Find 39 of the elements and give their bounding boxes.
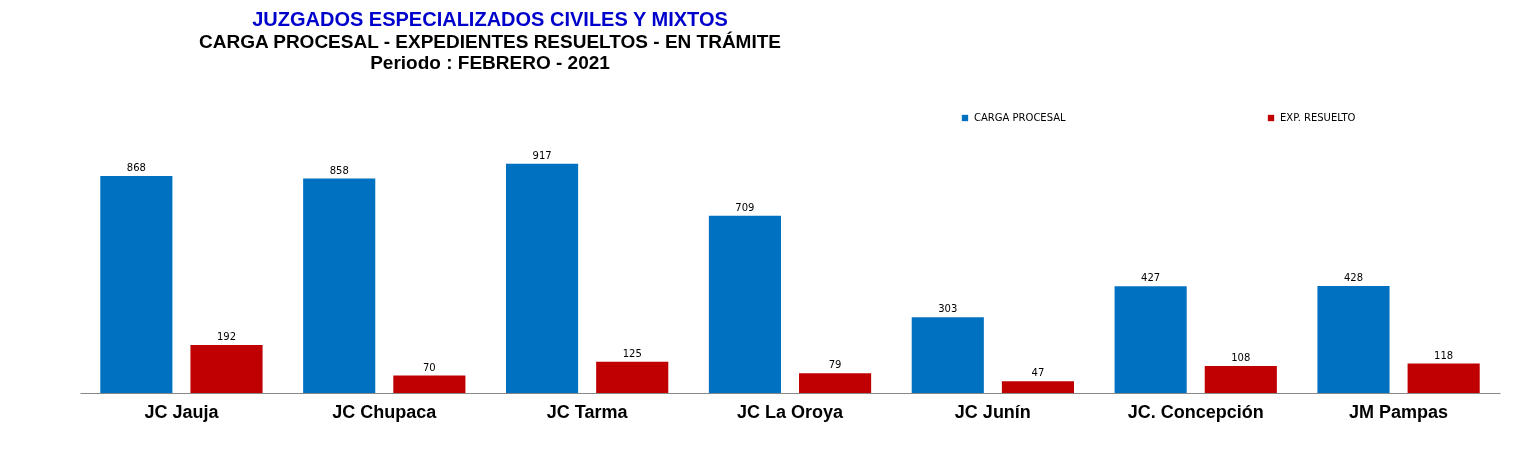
- bar: [1001, 381, 1074, 393]
- data-label: 47: [1031, 367, 1045, 379]
- x-tick-label: JC. Concepción: [1127, 401, 1264, 422]
- data-label: 858: [329, 164, 349, 176]
- data-label: 79: [828, 359, 842, 371]
- bar: [1114, 286, 1187, 393]
- bar: [100, 176, 173, 393]
- x-tick-label: JC Junín: [954, 401, 1031, 422]
- x-tick-label: JM Pampas: [1349, 401, 1449, 422]
- bar: [393, 375, 466, 393]
- bar: [506, 163, 579, 393]
- bar: [303, 178, 376, 393]
- data-label: 192: [216, 331, 237, 342]
- data-label: 70: [423, 361, 436, 373]
- bar: [596, 361, 669, 393]
- bar: [911, 317, 984, 393]
- data-label: 427: [1141, 272, 1161, 284]
- bar: [1317, 286, 1390, 393]
- chart-subtitle: CARGA PROCESAL - EXPEDIENTES RESUELTOS - EN TRÁMITE Periodo : FEBRERO - 2021: [198, 31, 782, 73]
- data-label: 428: [1343, 272, 1364, 283]
- legend-label: CARGA PROCESAL: [974, 112, 1067, 123]
- legend-label: EXP. RESUELTO: [1280, 112, 1356, 123]
- bar: [708, 215, 781, 393]
- x-tick-label: JC Chupaca: [332, 401, 438, 422]
- data-label: 917: [532, 149, 552, 161]
- data-label: 303: [938, 303, 958, 315]
- data-label: 125: [622, 347, 642, 359]
- chart-title: JUZGADOS ESPECIALIZADOS CIVILES Y MIXTOS: [252, 8, 728, 30]
- bar: [1204, 366, 1277, 393]
- x-tick-label: JC La Oroya: [736, 401, 845, 422]
- data-label: 868: [126, 162, 146, 173]
- data-label: 709: [735, 201, 755, 213]
- data-label: 108: [1231, 352, 1251, 363]
- bar: [1407, 363, 1480, 393]
- bar: [190, 345, 263, 393]
- x-tick-label: JC Jauja: [144, 401, 220, 422]
- x-tick-label: JC Tarma: [546, 401, 629, 422]
- data-label: 118: [1434, 349, 1454, 361]
- bar: [799, 373, 872, 393]
